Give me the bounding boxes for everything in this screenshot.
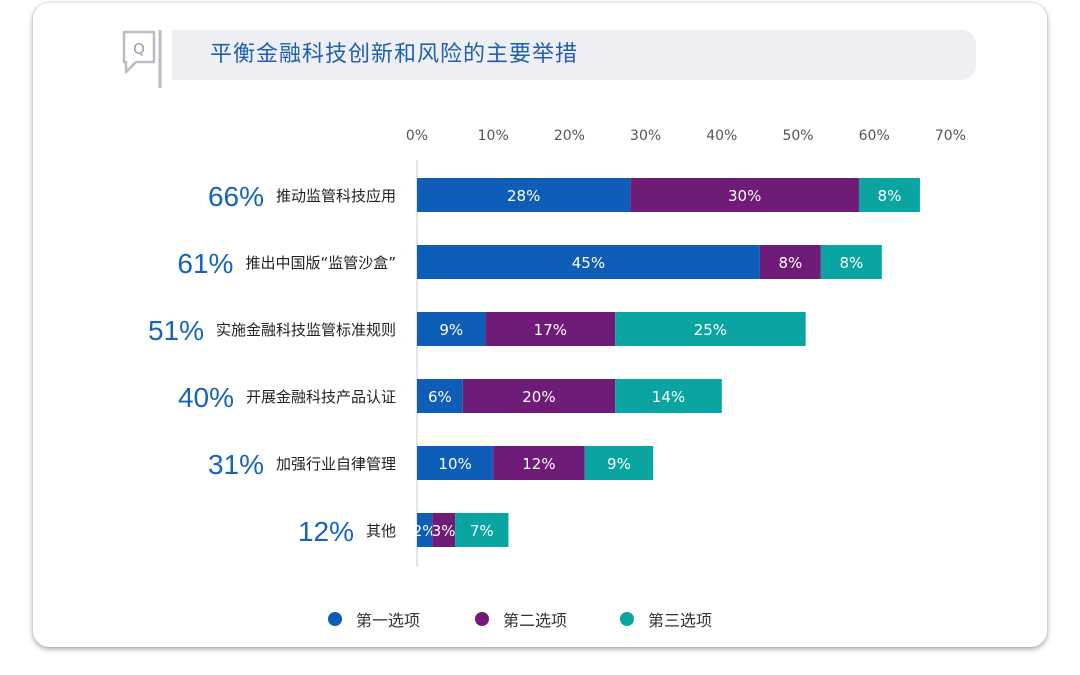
bar-value-label: 28% xyxy=(507,187,540,205)
stacked-bar-chart: 0% 10% 20% 30% 40% 50% 60% 70% 推动监管科技应用 66% 28% 30%… xyxy=(148,128,966,567)
x-tick-label: 0% xyxy=(406,128,428,144)
bar-value-label: 45% xyxy=(572,254,605,272)
total-percent-label: 51% xyxy=(148,315,204,346)
legend-dot-second xyxy=(475,612,489,626)
legend-dot-third xyxy=(620,612,634,626)
x-tick-label: 30% xyxy=(630,128,661,144)
bar-value-label: 14% xyxy=(652,388,685,406)
bar-value-label: 8% xyxy=(878,187,902,205)
total-percent-label: 40% xyxy=(178,382,234,413)
bar-value-label: 10% xyxy=(438,455,471,473)
bar-value-label: 6% xyxy=(428,388,452,406)
bar-value-label: 3% xyxy=(432,522,456,540)
bar-value-label: 2% xyxy=(413,522,437,540)
legend-dot-first xyxy=(328,612,342,626)
x-tick-label: 70% xyxy=(935,128,966,144)
bar-value-label: 8% xyxy=(839,254,863,272)
category-label: 开展金融科技产品认证 xyxy=(246,388,396,406)
bar-segment xyxy=(759,245,821,279)
x-tick-label: 50% xyxy=(782,128,813,144)
bar-segment xyxy=(858,178,920,212)
bar-value-label: 8% xyxy=(778,254,802,272)
legend-item-second: 第二选项 xyxy=(475,607,567,631)
legend-label-first: 第一选项 xyxy=(356,611,421,630)
bar-segment xyxy=(417,446,494,480)
x-tick-label: 60% xyxy=(859,128,890,144)
bar-segment xyxy=(417,379,463,413)
bar-segment xyxy=(820,245,882,279)
total-percent-label: 12% xyxy=(298,516,354,547)
bar-segment xyxy=(417,312,486,346)
bar-segment xyxy=(630,178,859,212)
total-percent-label: 66% xyxy=(208,181,264,212)
question-icon: Q xyxy=(122,30,162,88)
bar-value-label: 17% xyxy=(534,321,567,339)
bar-value-label: 7% xyxy=(470,522,494,540)
bar-value-label: 30% xyxy=(728,187,761,205)
bar-segment xyxy=(417,513,433,547)
category-label: 推动监管科技应用 xyxy=(276,187,396,205)
bar-segment xyxy=(493,446,585,480)
x-tick-label: 20% xyxy=(554,128,585,144)
category-label: 实施金融科技监管标准规则 xyxy=(216,321,396,339)
total-percent-label: 31% xyxy=(208,449,264,480)
legend-item-third: 第三选项 xyxy=(620,607,712,631)
bar-value-label: 9% xyxy=(439,321,463,339)
total-percent-label: 61% xyxy=(177,248,233,279)
bar-segment xyxy=(432,513,456,547)
bar-segment xyxy=(455,513,509,547)
legend-item-first: 第一选项 xyxy=(328,607,420,631)
legend-label-second: 第二选项 xyxy=(503,611,568,630)
bar-segment xyxy=(417,178,631,212)
bar-segment xyxy=(462,379,616,413)
category-label: 其他 xyxy=(366,522,396,540)
bar-segment xyxy=(485,312,616,346)
x-tick-label: 10% xyxy=(478,128,509,144)
chart-title: 平衡金融科技创新和风险的主要举措 xyxy=(210,42,579,67)
bar-value-label: 9% xyxy=(607,455,631,473)
bar-segment xyxy=(417,245,760,279)
bar-segment xyxy=(615,379,722,413)
bar-value-label: 12% xyxy=(522,455,555,473)
x-tick-label: 40% xyxy=(706,128,737,144)
bar-segment xyxy=(584,446,654,480)
title-bar: 平衡金融科技创新和风险的主要举措 xyxy=(172,30,976,80)
bar-value-label: 20% xyxy=(522,388,555,406)
question-letter: Q xyxy=(133,40,145,58)
legend-label-third: 第三选项 xyxy=(648,611,713,630)
bar-segment xyxy=(615,312,806,346)
category-label: 加强行业自律管理 xyxy=(276,455,396,473)
bar-value-label: 25% xyxy=(694,321,727,339)
category-label: 推出中国版“监管沙盒” xyxy=(245,254,396,272)
